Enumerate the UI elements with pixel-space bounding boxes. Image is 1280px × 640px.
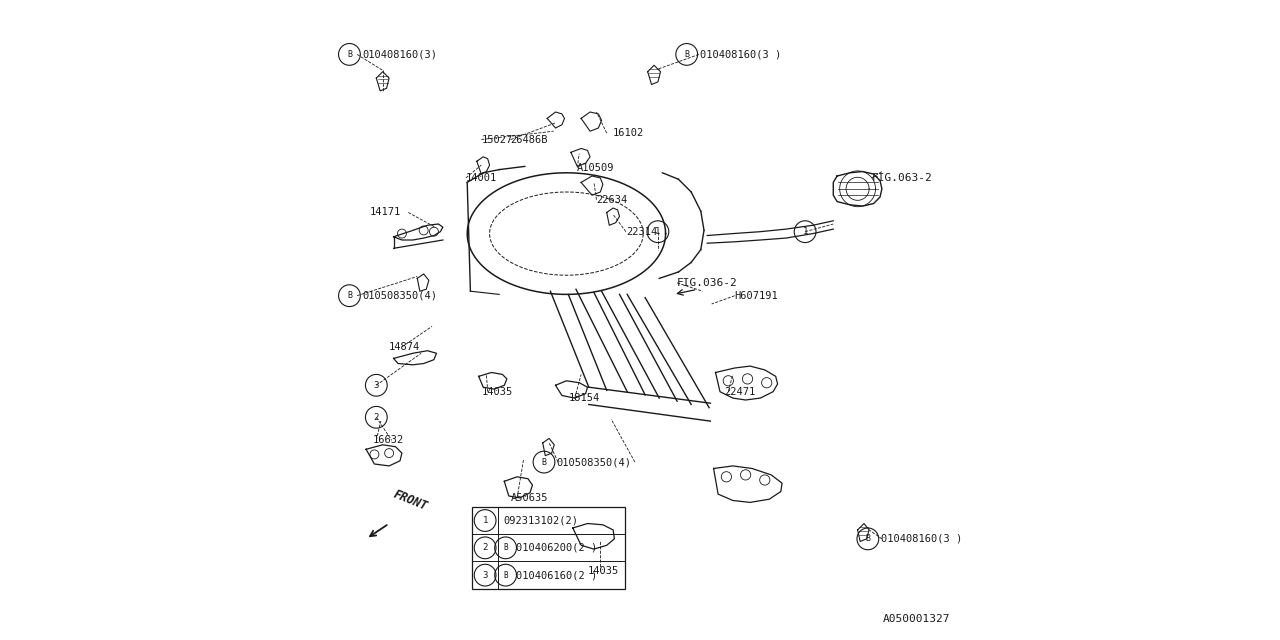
Text: 010408160(3 ): 010408160(3 ): [699, 49, 781, 60]
Text: 2: 2: [374, 413, 379, 422]
Text: H607191: H607191: [735, 291, 778, 301]
Text: A050001327: A050001327: [883, 614, 950, 624]
Text: 14035: 14035: [588, 566, 618, 576]
Text: 14874: 14874: [389, 342, 420, 352]
Text: 26486B: 26486B: [511, 134, 548, 145]
Text: B: B: [503, 571, 508, 580]
Text: A10509: A10509: [577, 163, 614, 173]
Text: 1: 1: [483, 516, 488, 525]
Text: 14035: 14035: [481, 387, 512, 397]
Text: 3: 3: [483, 571, 488, 580]
Text: 14171: 14171: [370, 207, 401, 218]
Text: B: B: [865, 534, 870, 543]
Text: 010508350(4): 010508350(4): [362, 291, 438, 301]
Text: 092313102(2): 092313102(2): [503, 516, 579, 525]
Text: 18154: 18154: [568, 393, 599, 403]
Text: B: B: [347, 291, 352, 300]
Text: B: B: [347, 50, 352, 59]
Text: 22314: 22314: [626, 227, 657, 237]
Text: 14001: 14001: [466, 173, 497, 183]
Bar: [472, 507, 625, 589]
Text: 22471: 22471: [724, 387, 755, 397]
Text: 1: 1: [655, 227, 660, 236]
Text: A50635: A50635: [511, 493, 548, 503]
Text: B: B: [685, 50, 689, 59]
Text: 1: 1: [803, 227, 808, 236]
Text: 15027: 15027: [481, 134, 512, 145]
Text: 22634: 22634: [596, 195, 627, 205]
Text: 2: 2: [483, 543, 488, 552]
Text: 010508350(4): 010508350(4): [557, 457, 632, 467]
Text: FRONT: FRONT: [392, 488, 430, 513]
Text: 010406200(2 ): 010406200(2 ): [516, 543, 596, 553]
Text: FIG.063-2: FIG.063-2: [872, 173, 932, 183]
Text: 010408160(3): 010408160(3): [362, 49, 438, 60]
Text: 3: 3: [374, 381, 379, 390]
Text: 010406160(2 ): 010406160(2 ): [516, 570, 596, 580]
Text: 16102: 16102: [613, 128, 644, 138]
Text: B: B: [503, 543, 508, 552]
Text: B: B: [541, 458, 547, 467]
Text: 010408160(3 ): 010408160(3 ): [881, 534, 961, 544]
Text: FIG.036-2: FIG.036-2: [677, 278, 737, 288]
Text: 16632: 16632: [372, 435, 403, 445]
